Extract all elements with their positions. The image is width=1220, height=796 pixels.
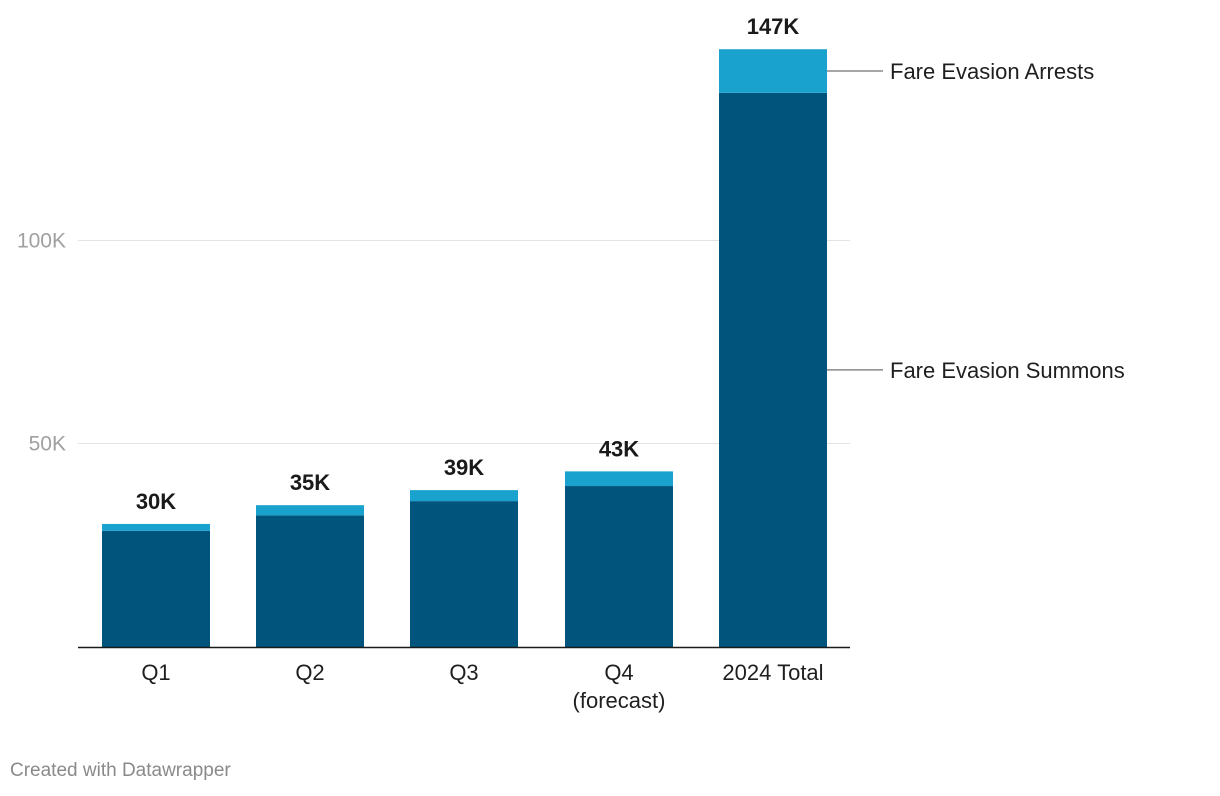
bar-segment <box>102 530 210 647</box>
bar-total-label: 43K <box>599 436 639 461</box>
labels: 50K 100K 30K Q1 35K Q2 39K Q3 43K Q4 (forecast) 147… <box>17 14 1125 713</box>
bar-segment <box>410 490 518 502</box>
x-category-label: 2024 Total <box>722 660 823 685</box>
bar-segment <box>719 49 827 93</box>
bar-segment <box>410 501 518 647</box>
series-label: Fare Evasion Summons <box>890 358 1125 383</box>
bar-segment <box>256 515 364 647</box>
y-tick-label: 50K <box>29 433 66 456</box>
bar-total-label: 39K <box>444 455 484 480</box>
series-label: Fare Evasion Arrests <box>890 59 1094 84</box>
bar-segment <box>719 92 827 648</box>
bar-total-label: 35K <box>290 470 330 495</box>
x-category-label: Q2 <box>295 660 324 685</box>
credit-footer: Created with Datawrapper <box>10 760 231 781</box>
bar-segment <box>256 505 364 516</box>
bar-segment <box>565 486 673 647</box>
x-category-label: Q4 (forecast) <box>573 660 666 713</box>
y-tick-label: 100K <box>17 230 66 253</box>
bar-total-label: 147K <box>747 14 800 39</box>
bar-segment <box>565 471 673 487</box>
x-category-label: Q3 <box>449 660 478 685</box>
bar-total-label: 30K <box>136 489 176 514</box>
x-category-label: Q1 <box>141 660 170 685</box>
bar-segment <box>102 523 210 531</box>
bars <box>78 49 850 649</box>
